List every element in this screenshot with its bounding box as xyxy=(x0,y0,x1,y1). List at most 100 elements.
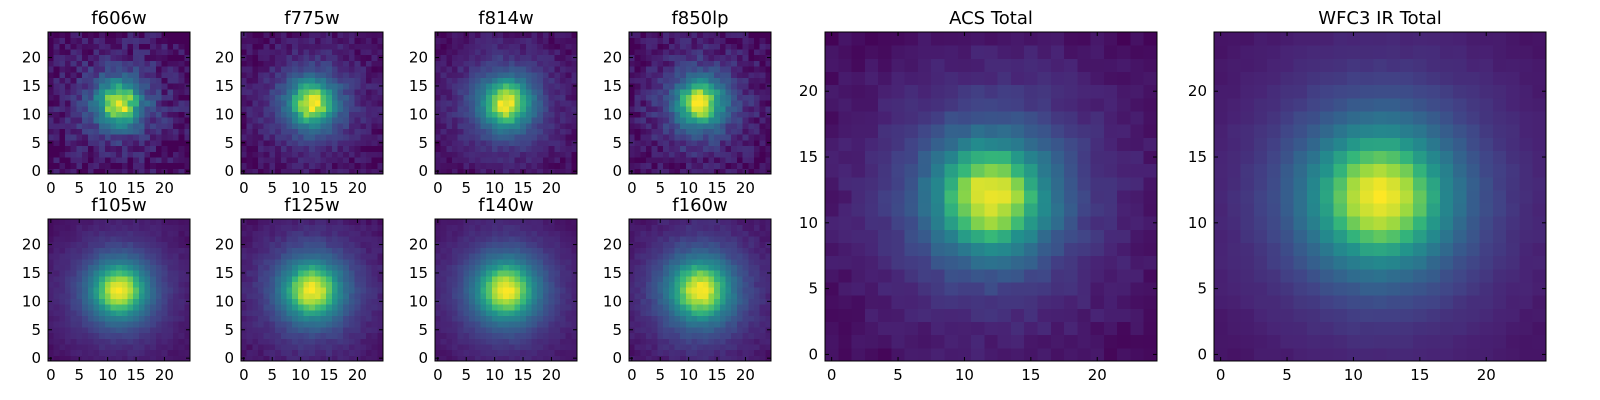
pixel-cell xyxy=(691,309,698,317)
pixel-cell xyxy=(520,281,527,288)
pixel-cell xyxy=(651,122,658,130)
pixel-cell xyxy=(736,122,744,130)
pixel-cell xyxy=(674,343,681,351)
pixel-cell xyxy=(87,100,94,107)
pixel-cell xyxy=(303,287,310,294)
pixel-cell xyxy=(59,156,66,164)
pixel-cell xyxy=(491,349,498,356)
pixel-cell xyxy=(508,83,516,90)
pixel-cell xyxy=(337,71,344,78)
pixel-cell xyxy=(657,349,664,356)
pixel-cell xyxy=(736,309,744,317)
pixel-cell xyxy=(280,287,287,294)
pixel-cell xyxy=(70,304,77,311)
pixel-cell xyxy=(520,83,527,90)
pixel-cell xyxy=(269,94,276,101)
pixel-cell xyxy=(663,338,670,345)
pixel-cell xyxy=(292,156,299,164)
pixel-cell xyxy=(93,315,100,322)
pixel-cell xyxy=(753,134,761,141)
pixel-cell xyxy=(331,100,339,107)
pixel-cell xyxy=(559,241,567,248)
pixel-cell xyxy=(309,298,316,305)
pixel-cell xyxy=(150,37,157,44)
pixel-cell xyxy=(246,315,253,322)
pixel-cell xyxy=(280,54,287,61)
pixel-cell xyxy=(634,281,641,288)
pixel-cell xyxy=(309,338,316,345)
pixel-cell xyxy=(474,230,481,237)
pixel-cell xyxy=(702,343,710,351)
pixel-cell xyxy=(371,105,378,113)
pixel-cell xyxy=(531,32,538,39)
pixel-cell xyxy=(286,355,293,362)
pixel-cell xyxy=(59,54,66,61)
pixel-cell xyxy=(172,332,180,339)
pixel-cell xyxy=(59,304,66,311)
pixel-cell xyxy=(657,315,664,322)
pixel-cell xyxy=(765,122,772,130)
pixel-cell xyxy=(452,105,459,113)
pixel-cell xyxy=(554,264,561,271)
pixel-cell xyxy=(241,230,248,237)
pixel-cell xyxy=(691,83,698,90)
pixel-cell xyxy=(446,349,453,356)
pixel-cell xyxy=(474,60,481,67)
pixel-cell xyxy=(99,43,106,50)
pixel-cell xyxy=(93,304,100,311)
pixel-cell xyxy=(634,287,641,294)
pixel-cell xyxy=(53,247,60,254)
pixel-cell xyxy=(674,49,681,56)
pixel-cell xyxy=(491,343,498,351)
pixel-cell xyxy=(76,128,83,135)
pixel-cell xyxy=(127,32,134,39)
pixel-cell xyxy=(252,117,259,124)
pixel-cell xyxy=(246,281,253,288)
pixel-cell xyxy=(309,287,316,294)
pixel-cell xyxy=(155,54,163,61)
pixel-cell xyxy=(348,122,356,130)
pixel-cell xyxy=(571,264,578,271)
pixel-cell xyxy=(765,275,772,282)
pixel-cell xyxy=(326,236,333,243)
pixel-cell xyxy=(48,151,55,158)
pixel-cell xyxy=(178,236,185,243)
pixel-cell xyxy=(742,298,749,305)
pixel-cell xyxy=(241,292,248,300)
pixel-cell xyxy=(337,258,344,265)
pixel-cell xyxy=(178,37,185,44)
pixel-cell xyxy=(491,139,498,147)
pixel-cell xyxy=(691,326,698,334)
pixel-cell xyxy=(172,145,180,152)
pixel-cell xyxy=(646,54,653,61)
pixel-cell xyxy=(748,287,755,294)
pixel-cell xyxy=(53,270,60,277)
pixel-cell xyxy=(110,309,117,317)
pixel-cell xyxy=(514,83,521,90)
pixel-cell xyxy=(514,94,521,101)
pixel-cell xyxy=(246,224,253,231)
pixel-cell xyxy=(365,230,373,237)
pixel-cell xyxy=(742,145,749,152)
pixel-cell xyxy=(320,247,327,254)
pixel-cell xyxy=(246,77,253,84)
pixel-cell xyxy=(252,258,259,265)
pixel-cell xyxy=(548,332,555,339)
pixel-cell xyxy=(320,349,327,356)
pixel-cell xyxy=(753,151,761,158)
pixel-cell xyxy=(640,151,647,158)
pixel-cell xyxy=(178,332,185,339)
pixel-cell xyxy=(110,49,117,56)
pixel-cell xyxy=(59,100,66,107)
pixel-cell xyxy=(634,134,641,141)
pixel-cell xyxy=(680,343,687,351)
pixel-cell xyxy=(326,162,333,169)
pixel-cell xyxy=(258,100,265,107)
pixel-cell xyxy=(446,71,453,78)
pixel-cell xyxy=(303,241,310,248)
pixel-cell xyxy=(87,83,94,90)
pixel-cell xyxy=(127,281,134,288)
pixel-cell xyxy=(377,43,384,50)
pixel-cell xyxy=(263,54,270,61)
pixel-cell xyxy=(731,162,738,169)
